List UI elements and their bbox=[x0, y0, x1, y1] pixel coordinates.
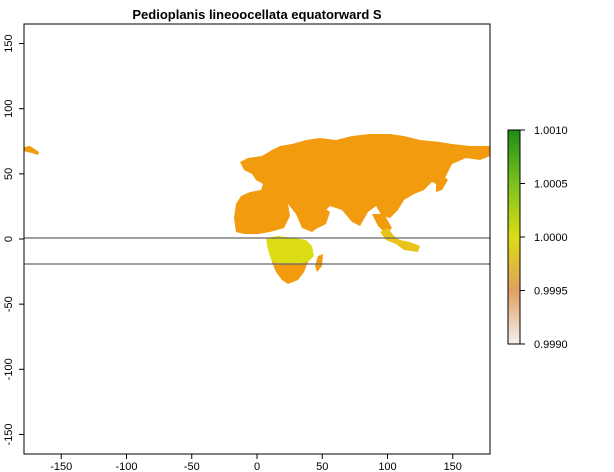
land-japan bbox=[436, 176, 448, 192]
land-madagascar bbox=[315, 254, 323, 272]
x-tick-label: 100 bbox=[378, 461, 396, 472]
plot-frame bbox=[23, 23, 491, 455]
land-africa-south bbox=[266, 236, 314, 264]
legend-label: 1.0010 bbox=[534, 125, 568, 137]
land-eurasia-africa-north bbox=[234, 134, 490, 234]
legend-label: 0.9995 bbox=[534, 286, 568, 298]
x-tick-label: 50 bbox=[316, 461, 328, 472]
land-indonesia bbox=[380, 228, 420, 252]
y-tick-label: 150 bbox=[3, 34, 15, 52]
land-africa-tip bbox=[272, 262, 308, 284]
legend-colorbar bbox=[507, 129, 521, 345]
legend-label: 0.9990 bbox=[534, 339, 568, 351]
land-kamchatka bbox=[476, 146, 490, 158]
x-tick-label: -150 bbox=[50, 461, 72, 472]
y-tick-label: 100 bbox=[3, 100, 15, 118]
map-title: Pedioplanis lineoocellata equatorward S bbox=[132, 7, 382, 22]
land-arabia-horn bbox=[300, 204, 330, 230]
y-tick-label: -150 bbox=[3, 423, 15, 445]
legend-label: 1.0005 bbox=[534, 179, 568, 191]
y-tick-label: -50 bbox=[3, 296, 15, 312]
x-tick-label: -100 bbox=[115, 461, 137, 472]
x-tick-label: 150 bbox=[444, 461, 462, 472]
range-map-layer bbox=[24, 134, 490, 284]
legend-ticks: 1.0010 1.0005 1.0000 0.9995 0.9990 bbox=[520, 125, 568, 351]
y-tick-label: 50 bbox=[3, 168, 15, 180]
legend-label: 1.0000 bbox=[534, 232, 568, 244]
x-tick-label: -50 bbox=[184, 461, 200, 472]
x-axis: -150 -100 -50 0 50 100 150 bbox=[50, 454, 462, 472]
x-tick-label: 0 bbox=[254, 461, 260, 472]
y-axis: 150 100 50 0 -50 -100 -150 bbox=[3, 34, 24, 445]
y-tick-label: -100 bbox=[3, 358, 15, 380]
land-patch-west bbox=[24, 146, 39, 155]
y-tick-label: 0 bbox=[3, 236, 15, 242]
